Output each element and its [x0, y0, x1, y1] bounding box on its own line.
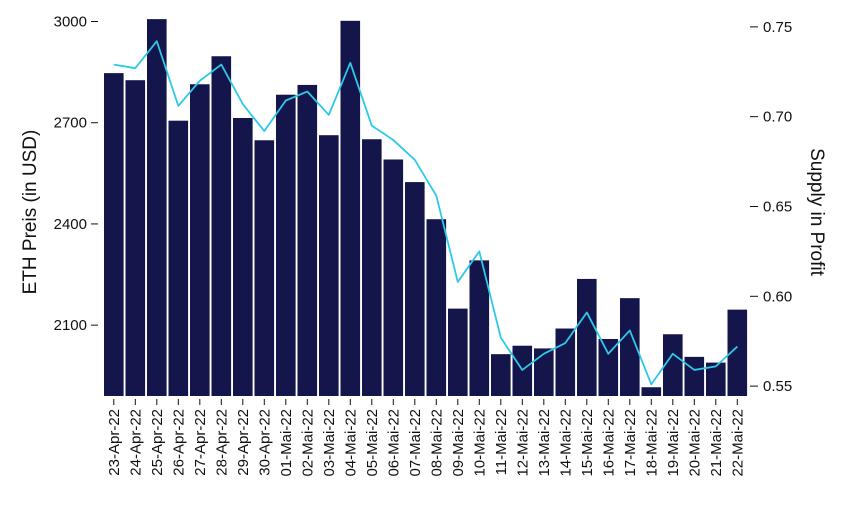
eth-price-bar: [254, 140, 275, 396]
left-tick-label: 3000: [54, 13, 87, 30]
right-tick-label: 0.55: [763, 378, 792, 395]
x-tick-label: 17-Mai-22: [622, 409, 639, 477]
x-axis: 23-Apr-22 24-Apr-22 25-Apr-22 26-Apr-22 27-A…: [106, 399, 746, 477]
eth-price-bar: [319, 135, 339, 396]
x-tick-label: 12-Mai-22: [514, 409, 531, 477]
right-tick-label: 0.65: [763, 198, 792, 215]
eth-price-bar: [168, 120, 189, 396]
x-tick-label: 14-Mai-22: [557, 409, 574, 477]
x-tick-label: 24-Apr-22: [127, 409, 144, 476]
x-tick-label: 01-Mai-22: [278, 409, 295, 477]
right-tick-label: 0.60: [763, 288, 792, 305]
eth-price-bar: [727, 309, 748, 396]
left-tick-label: 2400: [54, 216, 87, 233]
x-tick-label: 13-Mai-22: [536, 409, 553, 477]
eth-price-bar: [534, 348, 554, 396]
eth-price-bar: [555, 328, 576, 396]
eth-price-bar: [405, 182, 425, 396]
x-tick-label: 10-Mai-22: [471, 409, 488, 477]
eth-price-bar: [620, 298, 640, 396]
eth-price-bar: [233, 117, 253, 397]
eth-price-bar: [426, 219, 447, 396]
x-tick-label: 25-Apr-22: [149, 409, 166, 476]
left-axis: 2100 2400 2700 3000: [54, 13, 98, 334]
eth-price-bar: [641, 387, 662, 396]
left-tick-label: 2100: [54, 317, 87, 334]
eth-price-bar: [297, 84, 318, 397]
x-tick-label: 27-Apr-22: [192, 409, 209, 476]
eth-price-bar: [577, 278, 597, 396]
eth-price-bar: [211, 56, 232, 396]
x-tick-label: 16-Mai-22: [600, 409, 617, 477]
eth-price-bar: [383, 159, 404, 396]
eth-price-bar: [663, 334, 683, 396]
eth-price-bar: [448, 308, 468, 396]
x-tick-label: 23-Apr-22: [106, 409, 123, 476]
x-tick-label: 22-Mai-22: [729, 409, 746, 477]
eth-price-bar: [706, 362, 726, 396]
eth-price-bar: [598, 338, 619, 396]
supply-in-profit-line: [113, 40, 738, 386]
left-axis-title: ETH Preis (in USD): [20, 130, 41, 295]
x-tick-label: 08-Mai-22: [428, 409, 445, 477]
x-tick-label: 06-Mai-22: [385, 409, 402, 477]
eth-price-bar: [104, 73, 124, 397]
x-tick-label: 03-Mai-22: [321, 409, 338, 477]
x-tick-label: 21-Mai-22: [708, 409, 725, 477]
x-tick-label: 04-Mai-22: [342, 409, 359, 477]
eth-price-bar: [362, 139, 382, 396]
x-tick-label: 19-Mai-22: [665, 409, 682, 477]
eth-price-bar: [147, 19, 167, 396]
x-tick-label: 09-Mai-22: [450, 409, 467, 477]
eth-price-bar: [276, 94, 296, 397]
x-tick-label: 18-Mai-22: [643, 409, 660, 477]
x-tick-label: 11-Mai-22: [493, 409, 510, 475]
right-tick-label: 0.70: [763, 109, 792, 126]
right-axis: 0.55 0.60 0.65 0.70 0.75: [750, 19, 792, 395]
eth-price-bar: [125, 80, 146, 396]
x-tick-label: 29-Apr-22: [235, 409, 252, 476]
left-tick-label: 2700: [54, 115, 87, 132]
x-tick-label: 30-Apr-22: [256, 409, 273, 476]
right-axis-title: Supply in Profit: [806, 148, 827, 277]
x-tick-label: 05-Mai-22: [364, 409, 381, 477]
eth-price-bar: [190, 84, 210, 396]
x-tick-label: 02-Mai-22: [299, 409, 316, 477]
eth-price-bar: [491, 354, 511, 396]
eth-price-bar: [340, 20, 361, 396]
right-tick-label: 0.75: [763, 19, 792, 36]
eth-price-bar: [469, 260, 490, 396]
x-tick-label: 26-Apr-22: [170, 409, 187, 476]
x-tick-label: 28-Apr-22: [213, 409, 230, 476]
x-tick-label: 15-Mai-22: [579, 409, 596, 477]
x-tick-label: 07-Mai-22: [407, 409, 424, 477]
x-tick-label: 20-Mai-22: [686, 409, 703, 477]
bars: [104, 19, 748, 397]
eth-price-bar: [684, 356, 705, 396]
eth-price-bar: [512, 345, 533, 396]
